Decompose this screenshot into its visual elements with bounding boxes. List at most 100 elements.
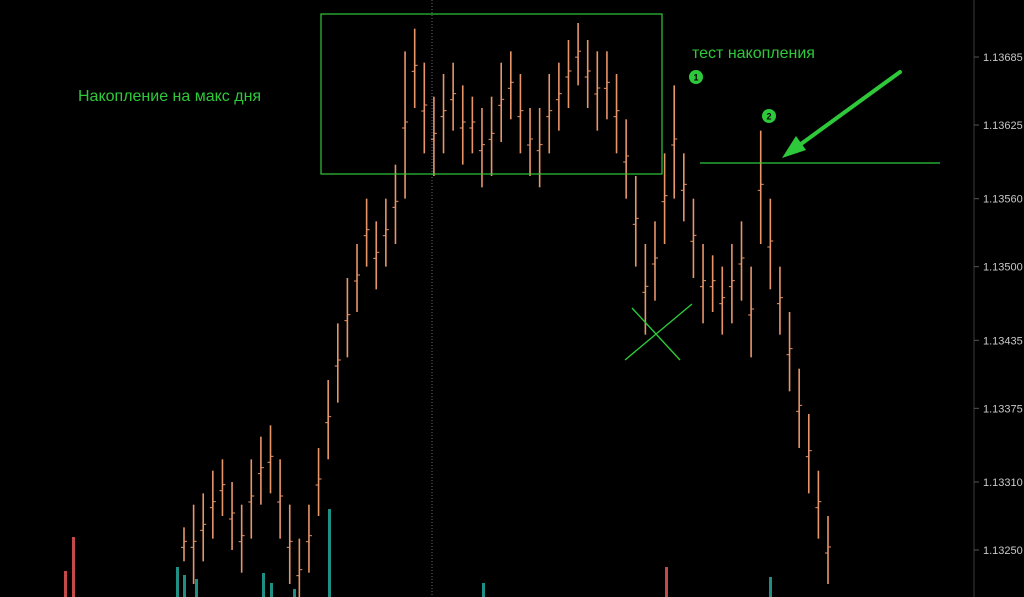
price-tick-label: 1.13435	[983, 335, 1023, 347]
price-bar	[680, 153, 687, 222]
price-bar	[767, 198, 774, 290]
price-bar	[690, 198, 697, 278]
volume-bar	[72, 537, 75, 597]
price-bar	[757, 130, 764, 244]
x-mark-stroke-b	[624, 303, 693, 361]
price-bar	[776, 266, 783, 335]
volume-bar	[328, 509, 331, 597]
price-bar	[825, 516, 831, 584]
price-bar	[584, 40, 591, 108]
price-tick-label: 1.13685	[983, 52, 1023, 64]
test-label: тест накопления	[692, 45, 815, 62]
price-tick-label: 1.13375	[983, 403, 1023, 415]
price-bar	[315, 448, 322, 516]
price-bar	[661, 153, 668, 244]
price-bar	[469, 96, 476, 154]
price-bar	[709, 255, 716, 312]
price-bar	[728, 244, 735, 324]
price-bar	[219, 459, 226, 516]
price-bar	[748, 266, 755, 358]
price-bar	[603, 51, 610, 120]
price-bar	[594, 51, 601, 131]
price-bar	[209, 470, 216, 539]
price-bar	[575, 23, 582, 86]
price-bar	[555, 62, 562, 131]
price-bar	[238, 504, 245, 573]
price-bar	[181, 527, 187, 562]
price-bar	[507, 51, 514, 120]
price-bar	[334, 323, 341, 403]
price-bar	[296, 538, 303, 597]
price-tick-label: 1.13560	[983, 194, 1023, 206]
price-bar	[248, 459, 255, 539]
price-bar	[517, 74, 524, 154]
price-axis-ticks: 1.13685 1.13625 1.13560 1.13500 1.13435 1.133…	[974, 52, 1023, 557]
price-bar	[632, 176, 639, 267]
arrow-shaft	[788, 70, 902, 154]
price-bar	[623, 119, 630, 199]
price-bar	[459, 85, 466, 165]
arrow-down-left-icon[interactable]	[782, 70, 902, 158]
price-tick-label: 1.13250	[983, 545, 1023, 557]
price-bar	[382, 198, 389, 267]
price-bar	[344, 278, 351, 358]
price-bar	[373, 221, 380, 290]
price-bar	[651, 221, 658, 301]
badge-2[interactable]: 2	[762, 109, 776, 123]
badge-2-label: 2	[766, 112, 771, 122]
price-bar	[277, 459, 284, 539]
price-bar	[354, 244, 361, 312]
price-bar	[430, 96, 437, 176]
price-bar	[700, 244, 707, 324]
price-bar	[257, 436, 264, 505]
price-bar	[613, 74, 620, 154]
volume-bar	[293, 589, 296, 597]
price-bar	[363, 198, 370, 267]
price-bar	[498, 62, 505, 142]
volume-bar	[270, 583, 273, 597]
price-bar	[267, 425, 274, 494]
badge-1-label: 1	[693, 73, 698, 83]
accumulation-box[interactable]	[320, 13, 663, 175]
price-bar	[305, 504, 312, 573]
price-bar	[325, 380, 332, 460]
price-bars	[181, 23, 831, 597]
volume-bar	[64, 571, 67, 597]
price-bar	[440, 74, 447, 154]
price-bar	[796, 368, 803, 448]
price-bar	[190, 504, 197, 584]
arrow-head	[782, 136, 806, 158]
price-bar	[411, 28, 418, 108]
accumulation-label: Накопление на макс дня	[78, 88, 261, 105]
volume-bar	[665, 567, 668, 597]
price-bar	[421, 62, 428, 154]
price-bar	[786, 312, 793, 392]
volume-bar	[183, 575, 186, 597]
price-bar	[450, 62, 457, 131]
volume-bar	[769, 577, 772, 597]
badge-1[interactable]: 1	[689, 70, 703, 84]
badge-2-circle	[762, 109, 776, 123]
volume-bar	[482, 583, 485, 597]
price-bar	[392, 164, 399, 244]
price-bar	[815, 470, 822, 539]
price-bar	[805, 414, 812, 494]
badge-1-circle	[689, 70, 703, 84]
price-bar	[527, 108, 534, 176]
volume-bar	[176, 567, 179, 597]
volume-bars	[64, 509, 772, 597]
volume-bar	[195, 579, 198, 597]
price-bar	[488, 96, 495, 176]
price-bar	[738, 221, 745, 301]
price-bar	[671, 85, 678, 199]
price-bar	[286, 504, 293, 584]
price-bar	[719, 266, 726, 335]
volume-bar	[262, 573, 265, 597]
price-bar	[546, 74, 553, 154]
price-bar	[642, 244, 649, 335]
price-bar	[229, 482, 236, 550]
price-bar	[565, 40, 572, 108]
x-mark-icon[interactable]	[624, 303, 693, 361]
